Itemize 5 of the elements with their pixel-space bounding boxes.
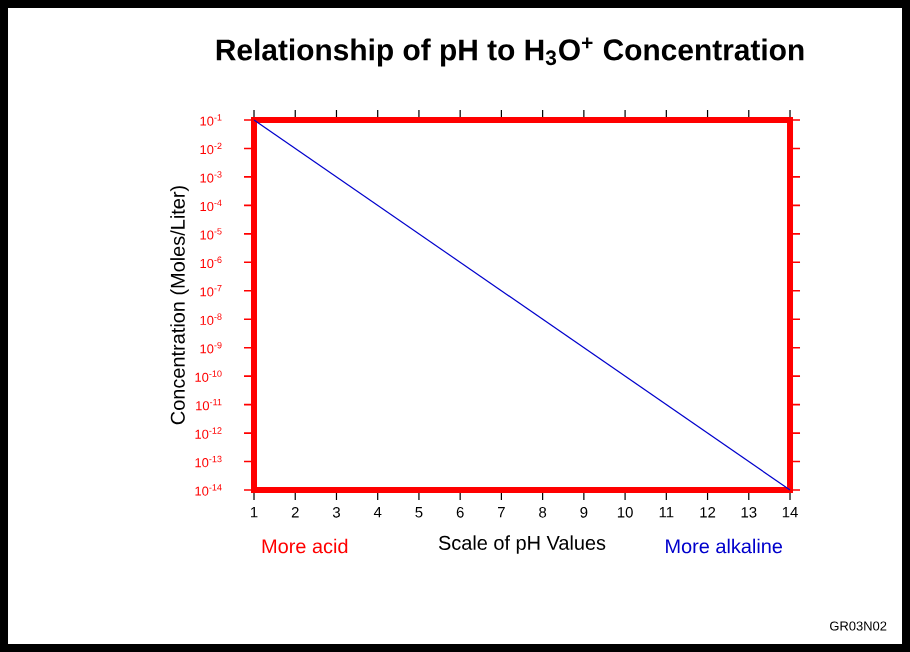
chart-title: Relationship of pH to H$_{3}$O$^{+}$ Concentration (216, 37, 804, 67)
text: More acid (262, 538, 348, 554)
y-axis-title: Concentration (Moles/Liter) (170, 186, 189, 425)
x-axis-title: Scale of pH Values (438, 535, 606, 554)
text: More alkaline (666, 538, 783, 554)
